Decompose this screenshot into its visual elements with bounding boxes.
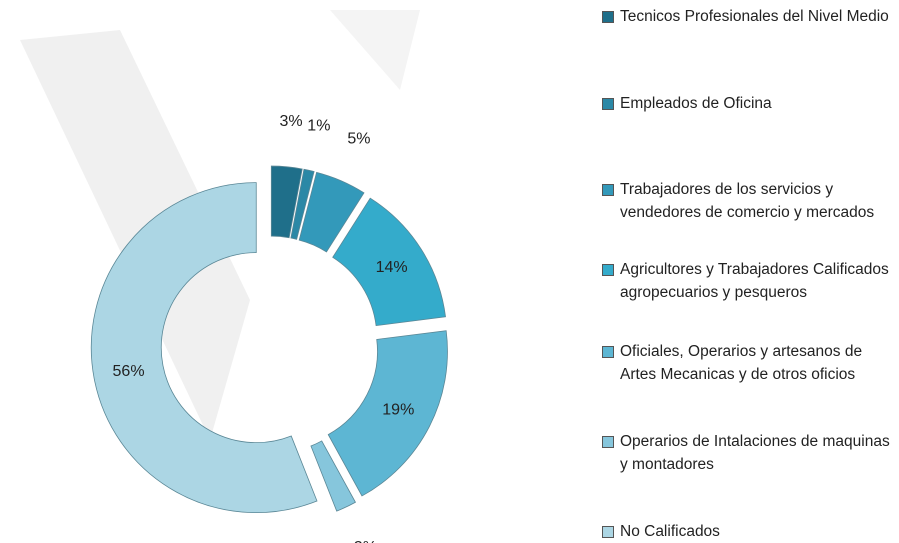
legend-swatch — [602, 436, 614, 448]
chart: 3%1% 5% 14% 19% 2% 56% — [20, 10, 448, 543]
data-label: 14% — [376, 259, 408, 276]
data-label: 5% — [347, 131, 370, 148]
data-label: 1% — [307, 118, 330, 135]
legend-label: Empleados de Oficina — [620, 95, 772, 112]
legend-swatch — [602, 346, 614, 358]
legend-label: No Calificados — [620, 523, 720, 540]
legend-label: Agricultores y Trabajadores Calificados … — [620, 261, 889, 301]
doughnut-slice — [332, 197, 446, 327]
doughnut-slice — [327, 330, 448, 497]
data-label: 19% — [382, 402, 414, 419]
legend-item: Operarios de Intalaciones de maquinas y … — [602, 430, 894, 476]
legend-swatch — [602, 11, 614, 23]
legend-item: Oficiales, Operarios y artesanos de Arte… — [602, 340, 894, 386]
data-label: 3% — [280, 113, 303, 130]
legend-item: Empleados de Oficina — [602, 92, 894, 115]
legend-swatch — [602, 98, 614, 110]
legend-item: No Calificados — [602, 520, 894, 543]
legend-item: Agricultores y Trabajadores Calificados … — [602, 258, 894, 304]
legend-item: Trabajadores de los servicios y vendedor… — [602, 178, 894, 224]
legend-swatch — [602, 526, 614, 538]
data-label: 56% — [113, 363, 145, 380]
legend-swatch — [602, 184, 614, 196]
doughnut-slice — [310, 440, 356, 512]
doughnut-slice — [90, 182, 318, 514]
legend-item: Tecnicos Profesionales del Nivel Medio — [602, 5, 894, 28]
watermark — [330, 10, 420, 90]
legend-swatch — [602, 264, 614, 276]
doughnut-slice — [298, 171, 365, 253]
legend-label: Trabajadores de los servicios y vendedor… — [620, 181, 875, 221]
doughnut-slice — [270, 165, 303, 239]
watermark — [20, 30, 250, 440]
legend: Tecnicos Profesionales del Nivel Medio Em… — [602, 0, 894, 543]
legend-label: Tecnicos Profesionales del Nivel Medio — [620, 8, 889, 25]
legend-label: Operarios de Intalaciones de maquinas y … — [620, 433, 890, 473]
legend-label: Oficiales, Operarios y artesanos de Arte… — [620, 343, 863, 383]
doughnut-slice — [290, 168, 315, 240]
data-label: 2% — [354, 539, 377, 543]
